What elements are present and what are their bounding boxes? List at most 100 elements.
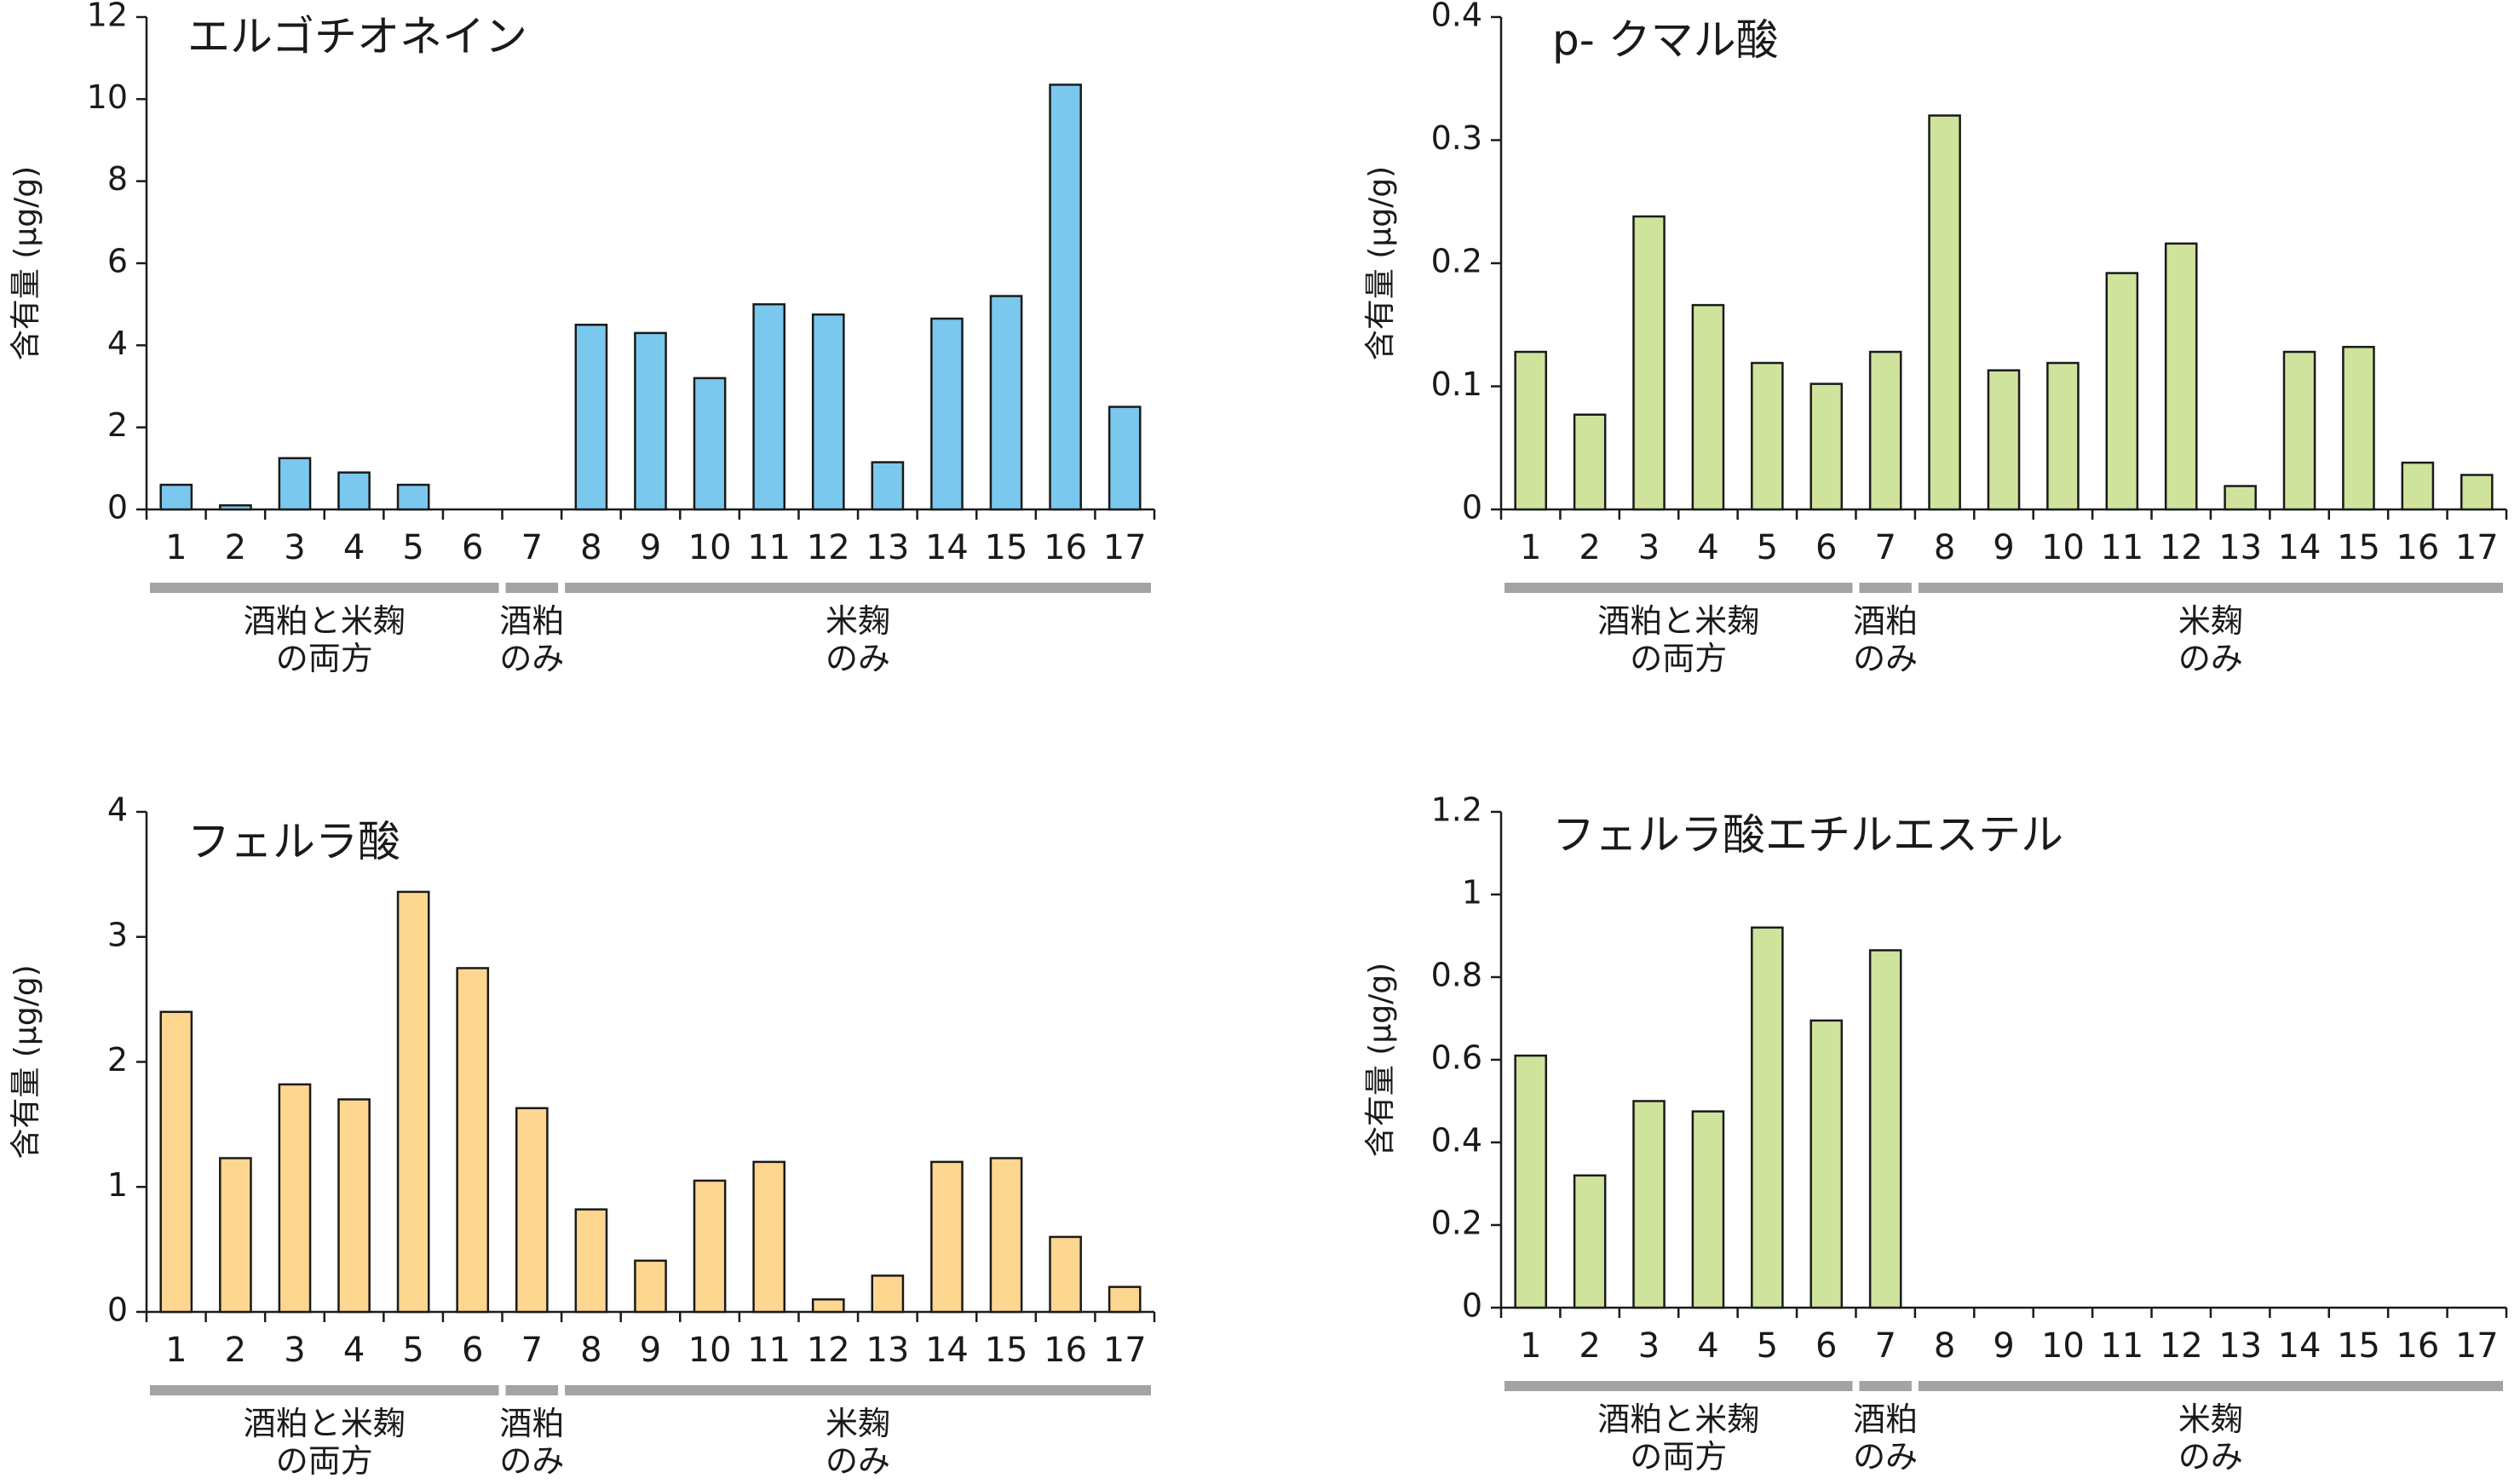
bar-1 [1514, 350, 1548, 511]
y-axis-label: 含有量 (μg/g) [9, 166, 43, 360]
bar-7 [1868, 350, 1902, 511]
y-tick-label: 4 [107, 325, 128, 362]
group-label: のみ [826, 640, 890, 677]
bar-10 [2046, 361, 2080, 511]
x-tick-label: 4 [343, 528, 365, 567]
group-label: のみ [826, 1442, 890, 1480]
x-tick-label: 17 [1103, 528, 1147, 567]
x-tick-label: 16 [1044, 1331, 1087, 1370]
bar-6 [456, 967, 490, 1314]
bar-17 [1108, 406, 1142, 511]
x-tick-label: 16 [1044, 528, 1087, 567]
y-tick-label: 4 [107, 791, 128, 829]
bar-4 [337, 1098, 371, 1314]
bar-14 [2282, 350, 2316, 511]
x-tick-label: 2 [225, 1331, 246, 1370]
group-label: 酒粕 [1853, 602, 1918, 640]
bar-5 [1751, 926, 1784, 1309]
x-tick-label: 3 [284, 1331, 305, 1370]
x-tick-label: 13 [2218, 528, 2262, 567]
bar-5 [1751, 361, 1784, 511]
group-label: のみ [499, 1442, 564, 1480]
y-tick-label: 1.2 [1431, 791, 1482, 829]
bar-3 [1632, 215, 1666, 511]
bar-8 [574, 324, 608, 511]
chart-title: フェルラ酸エチルエステル [1552, 810, 2063, 860]
chart-title: エルゴチオネイン [187, 12, 527, 61]
x-tick-label: 16 [2396, 528, 2439, 567]
bar-7 [515, 1107, 549, 1314]
group-label: 酒粕 [1853, 1401, 1918, 1438]
bar-9 [1987, 369, 2021, 511]
bar-2 [219, 1157, 252, 1314]
group-label: 酒粕と米麹 [1597, 1401, 1759, 1438]
bar-4 [337, 471, 371, 511]
bar-6 [1809, 383, 1844, 511]
bar-1 [159, 483, 193, 511]
x-tick-label: 3 [1638, 1326, 1660, 1366]
x-tick-label: 2 [1579, 528, 1600, 567]
y-tick-label: 0.6 [1431, 1039, 1482, 1077]
x-tick-label: 6 [462, 1331, 483, 1370]
x-tick-label: 11 [2100, 528, 2143, 567]
bar-9 [634, 1259, 667, 1314]
group-label: の両方 [1630, 1438, 1727, 1475]
x-tick-label: 10 [688, 528, 732, 567]
bar-4 [1691, 1110, 1725, 1309]
x-tick-label: 15 [985, 528, 1028, 567]
x-tick-label: 5 [1757, 1326, 1778, 1366]
x-tick-label: 7 [521, 1331, 543, 1370]
y-axis-label: 含有量 (μg/g) [1363, 166, 1398, 360]
x-tick-label: 17 [2455, 1326, 2499, 1366]
bar-14 [930, 317, 964, 511]
x-tick-label: 13 [2218, 1326, 2262, 1366]
bar-3 [278, 1083, 312, 1314]
y-tick-label: 2 [107, 1041, 128, 1078]
x-tick-label: 9 [640, 1331, 661, 1370]
group-label: の両方 [276, 640, 373, 677]
bar-2 [1573, 1174, 1607, 1309]
y-axis-label: 含有量 (μg/g) [9, 964, 43, 1159]
bar-17 [1108, 1286, 1142, 1314]
x-tick-label: 1 [165, 528, 187, 567]
bar-12 [811, 1298, 845, 1314]
y-tick-label: 0.3 [1431, 119, 1482, 157]
bar-7 [1868, 949, 1902, 1309]
group-label: 米麹 [826, 602, 890, 640]
y-axis-label: 含有量 (μg/g) [1363, 963, 1398, 1157]
group-label: のみ [1853, 640, 1918, 677]
x-tick-label: 7 [1874, 1326, 1896, 1366]
bar-5 [396, 483, 430, 511]
x-tick-label: 6 [1815, 1326, 1837, 1366]
x-tick-label: 11 [747, 528, 791, 567]
group-label: のみ [499, 640, 564, 677]
x-tick-label: 4 [1697, 528, 1718, 567]
group-label: のみ [2178, 640, 2243, 677]
x-tick-label: 1 [165, 1331, 187, 1370]
y-tick-label: 8 [107, 160, 128, 198]
group-label: のみ [2178, 1438, 2243, 1475]
y-tick-label: 0.1 [1431, 365, 1482, 403]
bar-13 [2224, 485, 2257, 511]
bar-4 [1691, 303, 1725, 511]
x-tick-label: 8 [1934, 1326, 1955, 1366]
x-tick-label: 12 [2160, 528, 2203, 567]
bar-16 [1049, 83, 1082, 511]
x-tick-label: 11 [2100, 1326, 2143, 1366]
group-label: のみ [1853, 1438, 1918, 1475]
group-label: 酒粕と米麹 [1597, 602, 1759, 640]
x-tick-label: 7 [1874, 528, 1896, 567]
bar-15 [989, 1157, 1023, 1314]
x-tick-label: 6 [1815, 528, 1837, 567]
y-tick-label: 0 [107, 489, 128, 526]
x-tick-label: 16 [2396, 1326, 2439, 1366]
bar-1 [1514, 1054, 1548, 1309]
chart-title: フェルラ酸 [187, 817, 400, 866]
x-tick-label: 13 [866, 1331, 909, 1370]
x-tick-label: 10 [2041, 1326, 2085, 1366]
x-tick-label: 7 [521, 528, 543, 567]
y-tick-label: 0.4 [1431, 1122, 1482, 1159]
